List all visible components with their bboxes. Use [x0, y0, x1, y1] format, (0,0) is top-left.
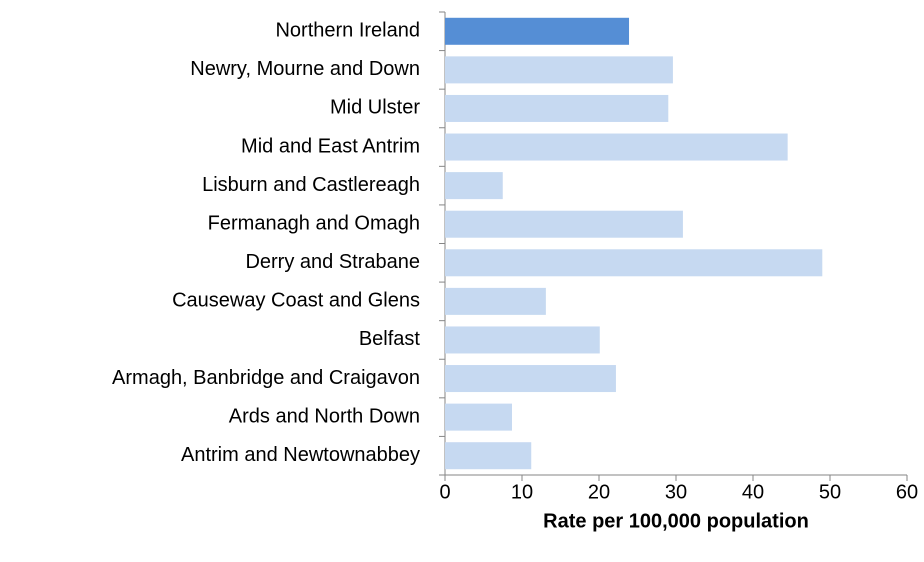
y-tick-label: Causeway Coast and Glens — [172, 290, 420, 312]
bar — [445, 365, 616, 393]
x-tick-label: 20 — [588, 481, 610, 503]
x-axis-title: Rate per 100,000 population — [543, 510, 809, 532]
y-tick-label: Armagh, Banbridge and Craigavon — [112, 367, 420, 389]
y-tick-label: Mid and East Antrim — [241, 135, 420, 157]
y-tick-label: Lisburn and Castlereagh — [202, 174, 420, 196]
bar — [445, 287, 546, 315]
bar — [445, 249, 823, 277]
y-tick-label: Ards and North Down — [229, 405, 420, 427]
bar — [445, 133, 788, 161]
bar — [445, 56, 673, 84]
x-tick-label: 30 — [665, 481, 687, 503]
y-tick-label: Fermanagh and Omagh — [208, 212, 420, 234]
bar — [445, 94, 669, 122]
x-tick-label: 50 — [819, 481, 841, 503]
bar — [445, 403, 512, 431]
x-tick-label: 10 — [511, 481, 533, 503]
y-tick-label: Belfast — [359, 328, 421, 350]
y-tick-label: Northern Ireland — [275, 20, 420, 42]
bar — [445, 326, 600, 354]
x-tick-label: 0 — [439, 481, 450, 503]
x-tick-label: 40 — [742, 481, 764, 503]
bar — [445, 17, 630, 45]
bar — [445, 442, 532, 470]
y-tick-label: Antrim and Newtownabbey — [181, 444, 420, 466]
bar — [445, 172, 503, 200]
y-tick-label: Newry, Mourne and Down — [190, 58, 420, 80]
y-tick-label: Derry and Strabane — [245, 251, 420, 273]
y-tick-label: Mid Ulster — [330, 97, 420, 119]
bar — [445, 210, 683, 238]
x-tick-label: 60 — [896, 481, 918, 503]
